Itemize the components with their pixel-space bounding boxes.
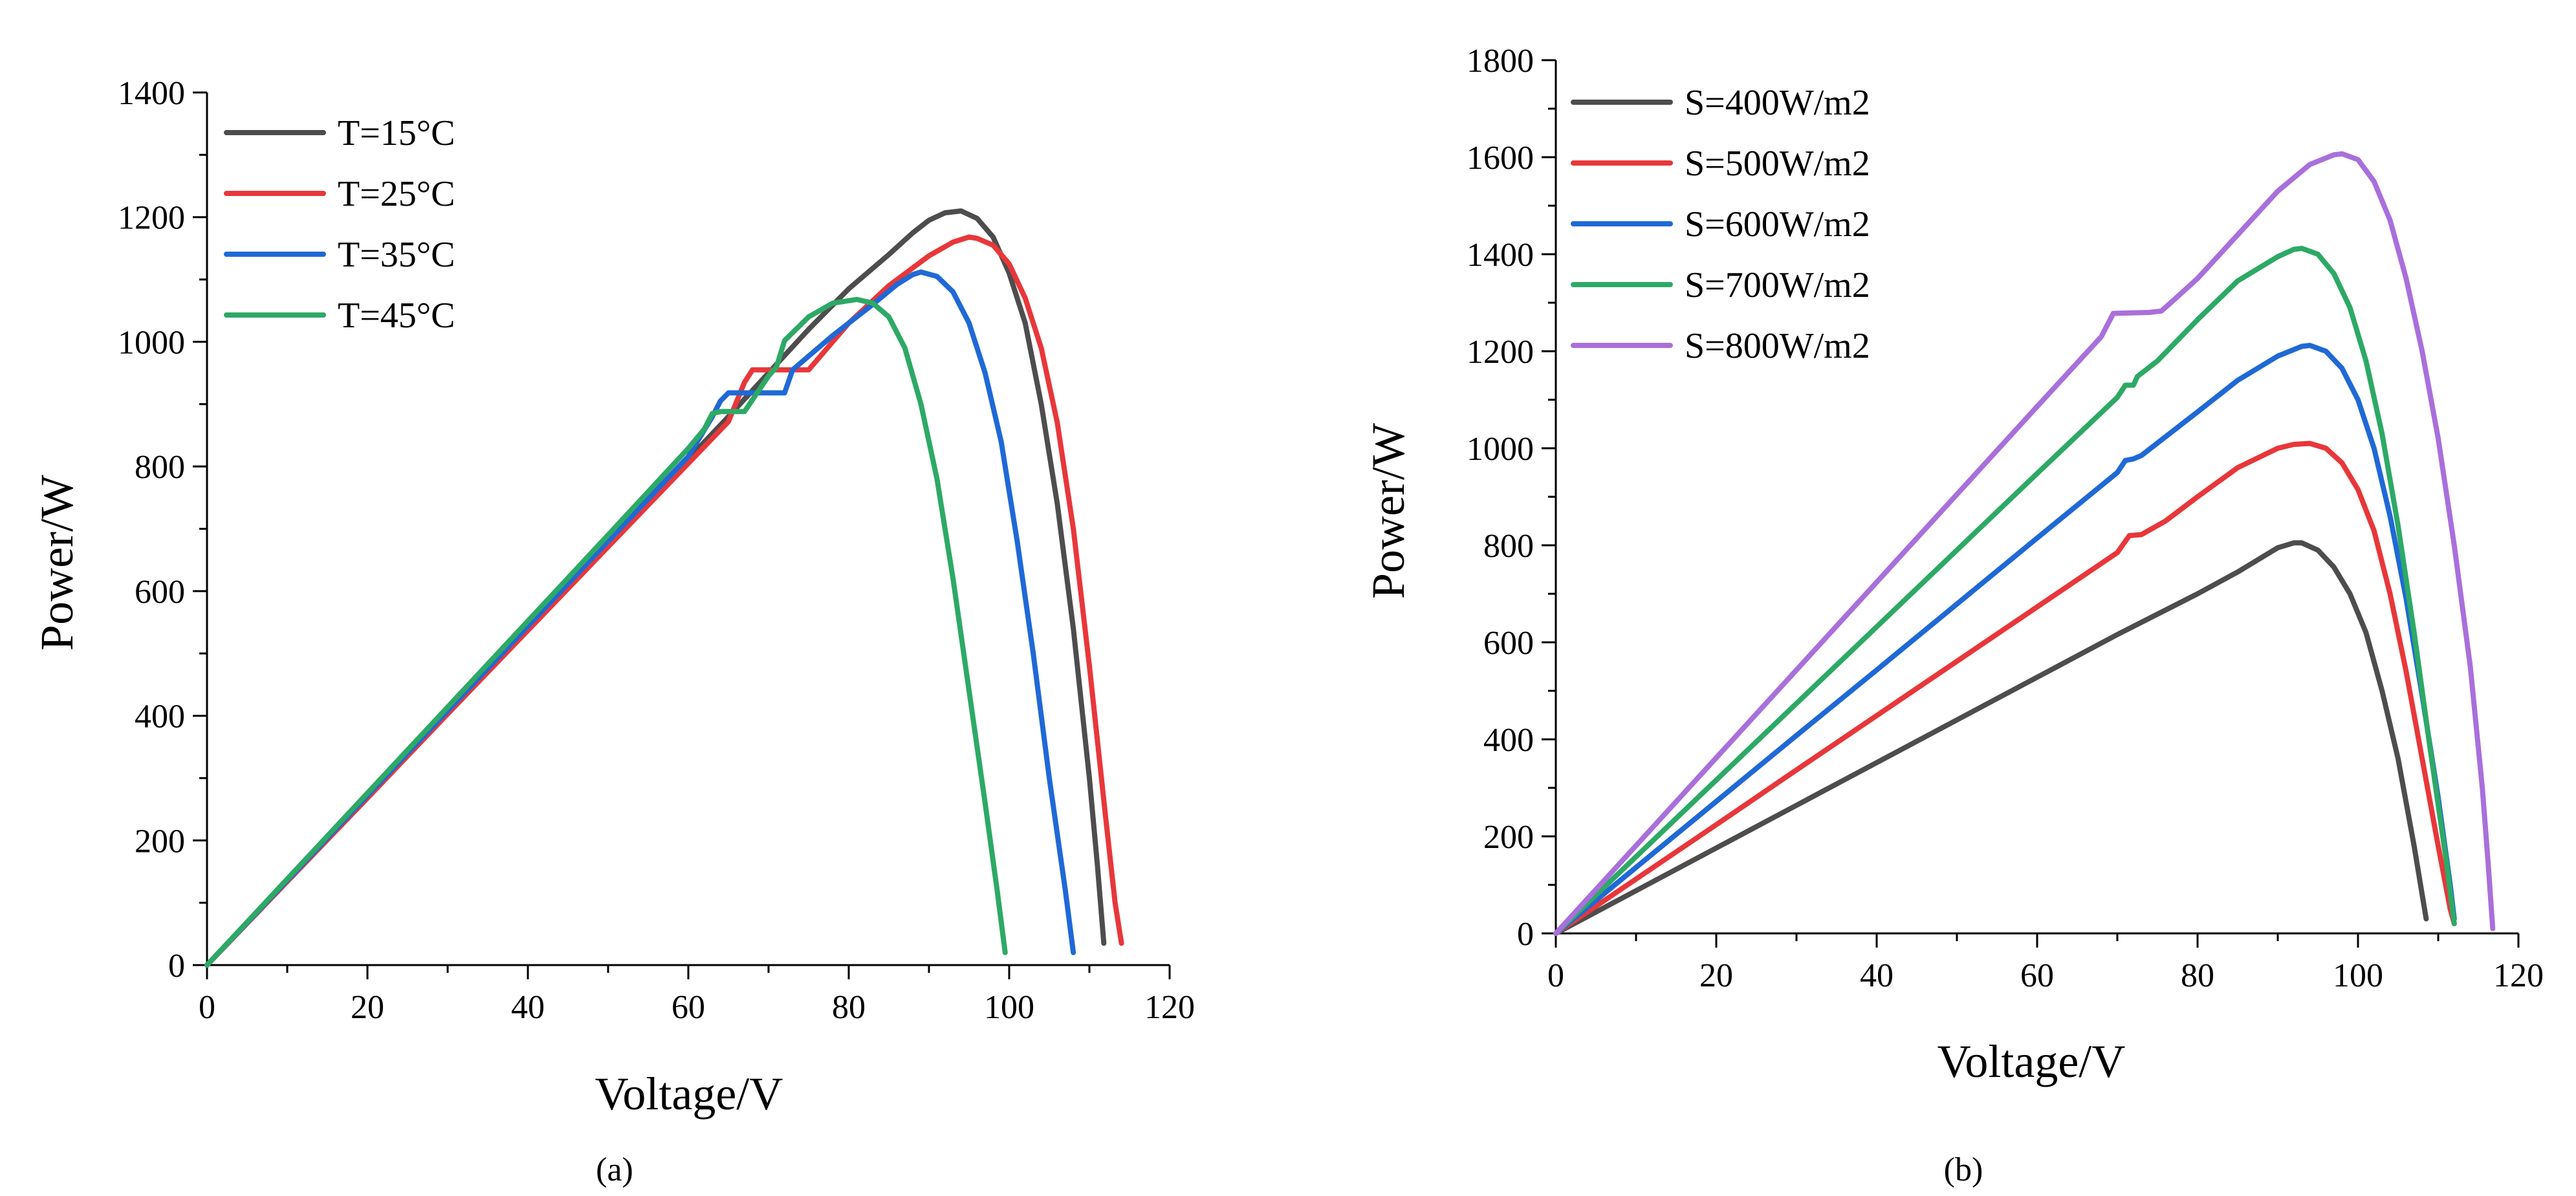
series-line-2	[204, 234, 1124, 968]
x-tick-label: 100	[2333, 957, 2383, 994]
x-tick-label: 0	[199, 989, 215, 1026]
legend-label: T=35°C	[338, 235, 455, 275]
panel-b-irradiance: Voltage/V Power/W (b) 0 20 40 60 80 100 120020…	[1362, 43, 2544, 1188]
y-tick-label: 200	[135, 823, 185, 860]
x-tick-label: 20	[1699, 957, 1733, 994]
series-line-5	[1553, 151, 2496, 936]
y-tick-label: 1600	[1467, 140, 1534, 177]
y-tick-label: 800	[1483, 528, 1534, 565]
x-tick-label: 120	[1144, 989, 1195, 1026]
y-tick-label: 1200	[118, 200, 185, 237]
series-line-4	[1553, 246, 2457, 936]
x-tick-label: 40	[1860, 957, 1894, 994]
panel-a-temperature: Voltage/V Power/W (a) 0 20 40 60 80 100 120020…	[31, 75, 1195, 1188]
y-tick-label: 1200	[1467, 334, 1534, 371]
legend-label: S=400W/m2	[1685, 83, 1870, 123]
x-tick-label: 0	[1547, 957, 1564, 994]
legend-label: S=700W/m2	[1685, 265, 1870, 305]
x-tick-label: 80	[832, 989, 866, 1026]
y-tick-label: 0	[168, 948, 185, 984]
y-tick-label: 1000	[118, 324, 185, 361]
series-line-3	[1553, 343, 2457, 936]
x-tick-label: 120	[2493, 957, 2544, 994]
y-axis-title: Power/W	[1362, 423, 1414, 599]
x-tick-label: 60	[671, 989, 705, 1026]
legend-label: S=600W/m2	[1685, 204, 1870, 245]
y-tick-label: 1400	[1467, 237, 1534, 274]
x-axis-title: Voltage/V	[1937, 1036, 2126, 1087]
x-tick-label: 40	[511, 989, 545, 1026]
y-tick-label: 400	[1483, 722, 1534, 759]
series-line-2	[1553, 440, 2457, 936]
x-axis-title: Voltage/V	[595, 1068, 783, 1120]
y-tick-label: 200	[1483, 819, 1534, 856]
panel-label: (a)	[596, 1151, 633, 1188]
legend-label: S=800W/m2	[1685, 326, 1870, 366]
x-tick-label: 20	[351, 989, 384, 1026]
y-tick-label: 600	[1483, 625, 1534, 662]
y-tick-label: 400	[135, 699, 185, 735]
y-tick-label: 0	[1517, 916, 1534, 953]
x-tick-label: 100	[984, 989, 1034, 1026]
legend-label: T=15°C	[338, 113, 455, 153]
legend-label: T=45°C	[338, 296, 455, 336]
legend-label: S=500W/m2	[1685, 144, 1870, 184]
series-line-3	[204, 269, 1076, 968]
y-tick-label: 1400	[118, 75, 185, 112]
y-axis-title: Power/W	[31, 475, 83, 651]
y-tick-label: 600	[135, 574, 185, 611]
y-tick-label: 800	[135, 449, 185, 486]
x-tick-label: 80	[2181, 957, 2214, 994]
series-line-1	[1553, 540, 2429, 936]
y-tick-label: 1000	[1467, 431, 1534, 468]
legend-label: T=25°C	[338, 174, 455, 214]
series-line-4	[204, 296, 1008, 968]
y-tick-label: 1800	[1467, 43, 1534, 80]
x-tick-label: 60	[2020, 957, 2054, 994]
panel-label: (b)	[1944, 1151, 1983, 1188]
